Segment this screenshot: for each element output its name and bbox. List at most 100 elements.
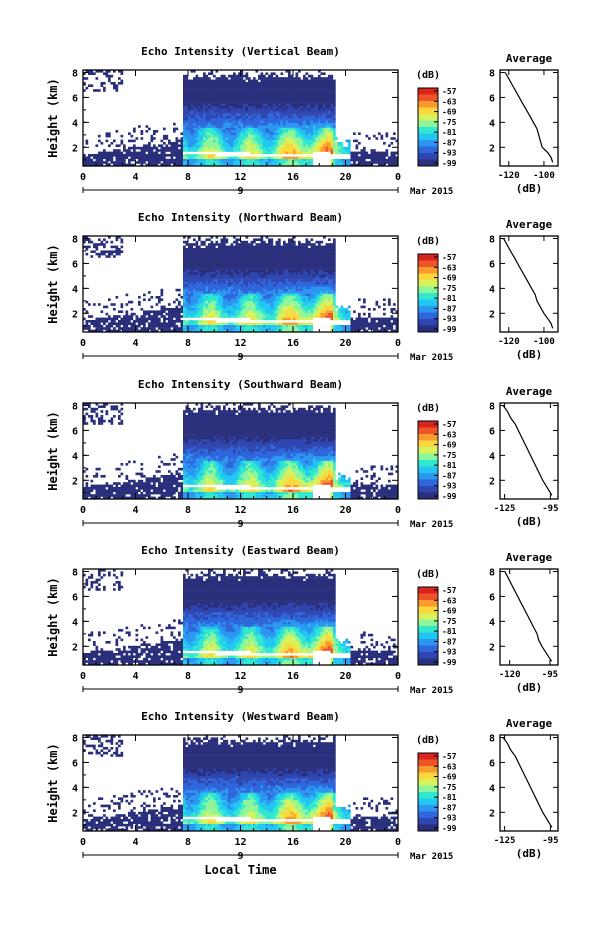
heatmap-cell: [253, 125, 256, 128]
heatmap-cell: [218, 103, 221, 107]
heatmap-cell: [280, 264, 284, 268]
heatmap-cell: [200, 89, 204, 92]
heatmap-cell: [220, 248, 224, 251]
heatmap-cell: [320, 125, 324, 128]
heatmap-cell: [200, 320, 204, 323]
heatmap-cell: [193, 161, 196, 164]
heatmap-cell: [200, 284, 204, 287]
heatmap-cell: [395, 156, 399, 159]
heatmap-cell: [208, 291, 211, 294]
heatmap-cell: [243, 252, 246, 256]
heatmap-cell: [100, 161, 104, 164]
heatmap-cell: [308, 142, 311, 145]
heatmap-cell: [115, 245, 119, 249]
heatmap-cell: [203, 312, 206, 316]
heatmap-cell: [363, 158, 366, 162]
heatmap-cell: [125, 163, 129, 167]
heatmap-cell: [110, 158, 114, 162]
heatmap-cell: [228, 151, 231, 155]
heatmap-cell: [238, 98, 241, 102]
heatmap-cell: [215, 262, 219, 265]
heatmap-cell: [260, 264, 264, 268]
heatmap-cell: [228, 310, 231, 313]
heatmap-cell: [203, 91, 206, 95]
heatmap-cell: [258, 329, 261, 333]
heatmap-cell: [170, 312, 174, 316]
heatmap-cell: [245, 293, 249, 297]
heatmap-cell: [160, 154, 164, 157]
heatmap-cell: [258, 132, 261, 135]
heatmap-cell: [190, 262, 194, 265]
heatmap-cell: [145, 154, 149, 157]
heatmap-cell: [300, 89, 304, 92]
heatmap-cell: [190, 327, 194, 330]
heatmap-cell: [163, 156, 166, 159]
heatmap-cell: [215, 125, 219, 128]
heatmap-cell: [278, 79, 281, 83]
heatmap-cell: [308, 118, 311, 121]
heatmap-cell: [193, 315, 196, 318]
heatmap-cell: [270, 84, 274, 87]
heatmap-cell: [330, 91, 334, 95]
heatmap-cell: [280, 72, 284, 75]
heatmap-cell: [250, 161, 254, 164]
heatmap-cell: [118, 82, 121, 85]
heatmap-cell: [185, 257, 189, 261]
heatmap-cell: [310, 89, 314, 92]
heatmap-cell: [328, 79, 331, 83]
heatmap-cell: [220, 101, 224, 104]
heatmap-cell: [105, 72, 109, 75]
heatmap-cell: [103, 156, 106, 159]
heatmap-cell: [208, 154, 211, 157]
heatmap-cell: [90, 320, 94, 323]
heatmap-cell: [285, 303, 289, 306]
heatmap-cell: [208, 238, 211, 241]
colorbar-tick-label: -69: [442, 108, 457, 117]
heatmap-cell: [205, 269, 209, 273]
heatmap-cell: [298, 154, 301, 157]
heatmap-cell: [188, 149, 191, 152]
heatmap-cell: [278, 293, 281, 297]
heatmap-cell: [330, 82, 334, 85]
heatmap-cell: [245, 74, 249, 78]
heatmap-cell: [100, 142, 104, 145]
heatmap-cell: [280, 250, 284, 253]
heatmap-cell: [210, 300, 214, 304]
heatmap-cell: [285, 96, 289, 99]
heatmap-cell: [160, 315, 164, 318]
heatmap-cell: [195, 276, 199, 280]
heatmap-cell: [263, 312, 266, 316]
heatmap-cell: [210, 255, 214, 258]
heatmap-cell: [128, 139, 131, 143]
heatmap-cell: [188, 248, 191, 251]
heatmap-cell: [263, 281, 266, 285]
heatmap-cell: [300, 86, 304, 90]
heatmap-cell: [235, 158, 239, 162]
heatmap-cell: [228, 327, 231, 330]
heatmap-cell: [228, 163, 231, 167]
heatmap-cell: [138, 125, 141, 128]
heatmap-cell: [198, 154, 201, 157]
heatmap-cell: [300, 132, 304, 135]
heatmap-cell: [253, 163, 256, 167]
heatmap-cell: [255, 163, 259, 167]
heatmap-cell: [243, 288, 246, 292]
heatmap-cell: [198, 324, 201, 328]
heatmap-cell: [200, 146, 204, 150]
heatmap-cell: [95, 161, 99, 164]
heatmap-cell: [253, 139, 256, 143]
heatmap-cell: [255, 248, 259, 251]
heatmap-cell: [245, 281, 249, 285]
heatmap-cell: [293, 127, 296, 131]
heatmap-cell: [208, 248, 211, 251]
heatmap-cell: [303, 146, 306, 150]
heatmap-cell: [270, 248, 274, 251]
heatmap-cell: [283, 149, 286, 152]
heatmap-cell: [263, 329, 266, 333]
heatmap-cell: [250, 310, 254, 313]
heatmap-cell: [135, 146, 139, 150]
heatmap-cell: [280, 82, 284, 85]
heatmap-cell: [210, 137, 214, 140]
heatmap-cell: [300, 108, 304, 111]
heatmap-cell: [100, 154, 104, 157]
